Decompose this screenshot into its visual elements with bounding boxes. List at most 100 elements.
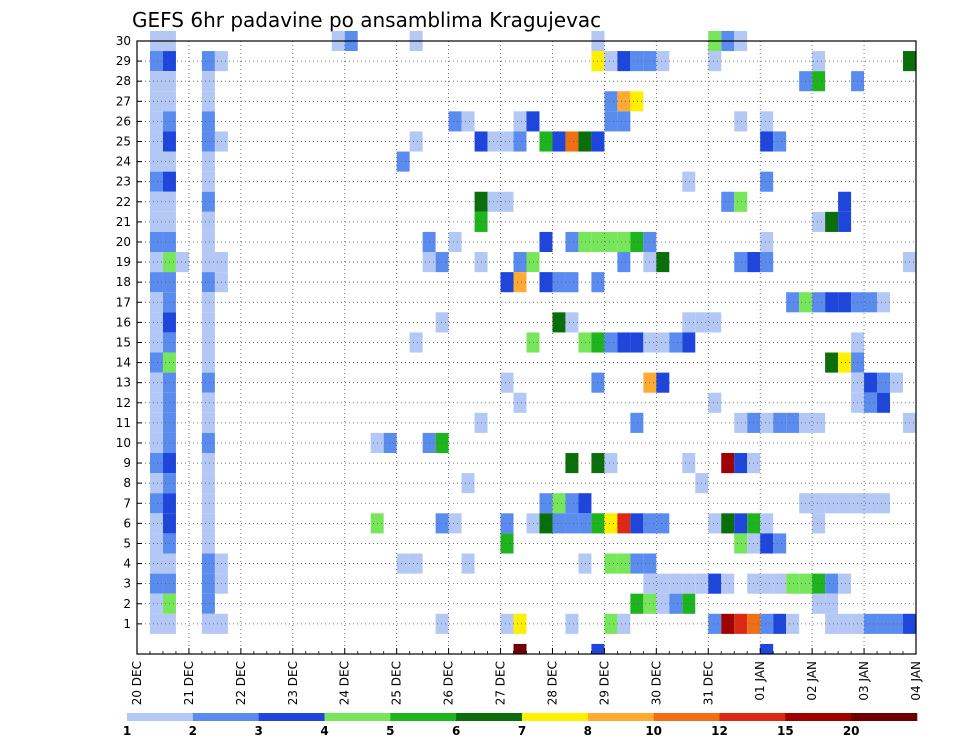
heatmap-cell: [201, 292, 215, 313]
y-tick-label: 8: [123, 476, 131, 490]
heatmap-cell: [630, 412, 644, 433]
y-tick-label: 27: [116, 94, 131, 108]
heatmap-cell: [565, 272, 579, 293]
heatmap-cell: [760, 643, 774, 654]
heatmap-cell: [630, 513, 644, 534]
heatmap-cell: [617, 613, 631, 634]
heatmap-cell: [448, 513, 462, 534]
heatmap-cell: [721, 453, 735, 474]
heatmap-cell: [617, 252, 631, 273]
y-tick-label: 25: [116, 134, 131, 148]
x-tick-label: 31 DEC: [701, 661, 715, 705]
heatmap-cell: [656, 513, 670, 534]
heatmap-cell: [149, 71, 163, 92]
heatmap-cell: [812, 493, 826, 514]
heatmap-cell: [149, 91, 163, 112]
heatmap-cell: [708, 392, 722, 413]
colorbar-label: 20: [843, 724, 860, 738]
y-tick-label: 6: [123, 516, 131, 530]
colorbar-swatch: [324, 713, 391, 721]
heatmap-cell: [149, 453, 163, 474]
heatmap-cell: [149, 191, 163, 212]
y-tick-label: 26: [116, 114, 131, 128]
heatmap-cell: [201, 412, 215, 433]
colorbar-label: 8: [584, 724, 592, 738]
heatmap-cell: [630, 231, 644, 253]
heatmap-cell: [552, 493, 566, 514]
colorbar-label: 4: [320, 724, 328, 738]
heatmap-cell: [409, 131, 423, 152]
heatmap-cell: [461, 553, 475, 574]
heatmap-cell: [149, 252, 163, 273]
heatmap-cell: [760, 412, 774, 433]
heatmap-cell: [838, 493, 852, 514]
heatmap-cell: [552, 131, 566, 152]
heatmap-cell: [201, 252, 215, 273]
y-tick-label: 21: [116, 215, 131, 229]
heatmap-cell: [708, 573, 722, 594]
heatmap-cell: [734, 252, 748, 273]
heatmap-cell: [682, 312, 696, 333]
colorbar-swatch: [785, 713, 852, 721]
heatmap-cell: [435, 613, 449, 634]
heatmap-cell: [760, 513, 774, 534]
x-tick-label: 29 DEC: [597, 661, 611, 705]
heatmap-cell: [630, 51, 644, 72]
heatmap-cell: [500, 372, 514, 393]
heatmap-cell: [513, 392, 527, 413]
heatmap-cell: [552, 513, 566, 534]
heatmap-cell: [591, 643, 605, 654]
heatmap-cell: [708, 51, 722, 72]
heatmap-cell: [864, 613, 878, 634]
heatmap-cell: [812, 513, 826, 534]
heatmap-cell: [786, 613, 800, 634]
heatmap-cell: [812, 71, 826, 92]
heatmap-cell: [838, 292, 852, 313]
heatmap-cell: [656, 593, 670, 614]
heatmap-cell: [149, 332, 163, 353]
heatmap-cell: [149, 553, 163, 574]
x-tick-label: 20 DEC: [130, 661, 144, 705]
heatmap-cell: [526, 252, 540, 273]
heatmap-cell: [513, 643, 527, 654]
heatmap-cell: [864, 392, 878, 413]
heatmap-cell: [149, 392, 163, 413]
heatmap-cell: [773, 412, 787, 433]
heatmap-cell: [396, 151, 410, 172]
heatmap-cell: [201, 272, 215, 293]
heatmap-cell: [500, 131, 514, 152]
y-tick-label: 20: [116, 235, 131, 249]
heatmap-cell: [149, 151, 163, 172]
heatmap-cell: [838, 573, 852, 594]
heatmap-cell: [201, 211, 215, 232]
y-tick-label: 4: [123, 557, 131, 571]
heatmap-cell: [149, 292, 163, 313]
y-tick-label: 22: [116, 195, 131, 209]
heatmap-cell: [877, 392, 891, 413]
x-tick-label: 03 JAN: [857, 661, 871, 701]
colorbar-swatch: [587, 713, 654, 721]
plot-frame: [136, 40, 917, 655]
heatmap-cell: [877, 613, 891, 634]
heatmap-cell: [201, 332, 215, 353]
heatmap-cell: [201, 231, 215, 253]
heatmap-cell: [786, 292, 800, 313]
y-tick-label: 16: [116, 315, 131, 329]
heatmap-cell: [565, 453, 579, 474]
heatmap-cell: [721, 191, 735, 212]
y-tick-label: 10: [116, 436, 131, 450]
heatmap-cell: [201, 372, 215, 393]
heatmap-cell: [201, 392, 215, 413]
heatmap-cell: [682, 453, 696, 474]
heatmap-cell: [734, 191, 748, 212]
heatmap-cell: [448, 111, 462, 132]
heatmap-cell: [877, 292, 891, 313]
heatmap-cell: [656, 372, 670, 393]
y-tick-label: 14: [116, 356, 131, 370]
heatmap-cell: [201, 432, 215, 454]
heatmap-cell: [604, 231, 618, 253]
heatmap-cell: [201, 91, 215, 112]
heatmap-cell: [825, 573, 839, 594]
heatmap-cell: [578, 131, 592, 152]
colorbar-label: 2: [189, 724, 197, 738]
